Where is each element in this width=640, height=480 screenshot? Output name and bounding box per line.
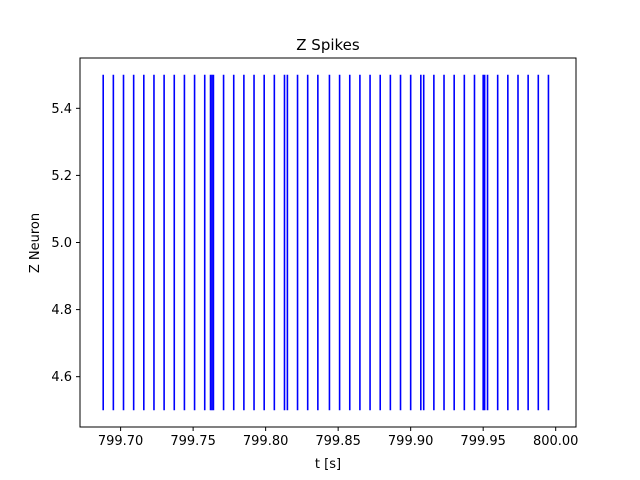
y-axis: 4.6 4.8 5.0 5.2 5.4 (51, 102, 80, 385)
y-tick-label: 5.0 (51, 236, 72, 251)
x-axis: 799.70 799.75 799.80 799.85 799.90 799.95 800.… (98, 427, 579, 449)
y-tick-label: 5.2 (51, 169, 72, 184)
x-tick-label: 799.70 (98, 434, 144, 449)
spike-events (102, 74, 550, 411)
y-tick-label: 4.6 (51, 370, 72, 385)
x-tick-label: 799.95 (460, 434, 506, 449)
y-tick-label: 5.4 (51, 102, 72, 117)
y-tick-label: 4.8 (51, 303, 72, 318)
x-axis-label: t [s] (315, 457, 341, 472)
x-tick-label: 799.75 (170, 434, 216, 449)
y-axis-label: Z Neuron (28, 213, 43, 273)
x-tick-label: 799.85 (315, 434, 361, 449)
chart-title: Z Spikes (296, 36, 360, 54)
x-tick-label: 799.80 (243, 434, 289, 449)
x-tick-label: 800.00 (533, 434, 579, 449)
x-tick-label: 799.90 (388, 434, 434, 449)
